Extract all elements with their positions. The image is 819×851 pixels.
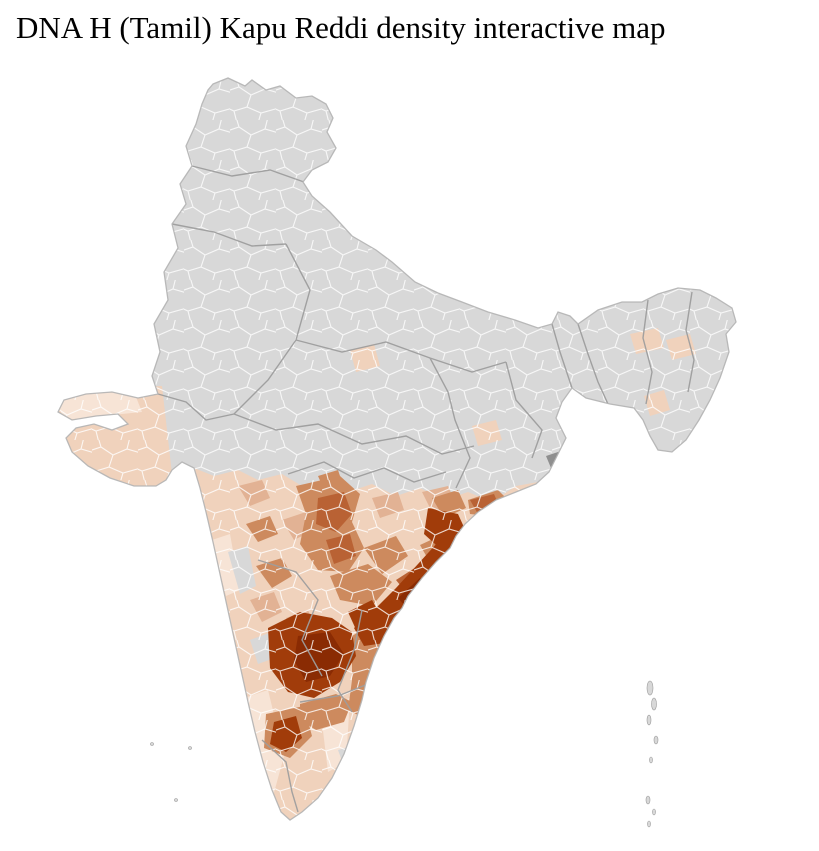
- island[interactable]: [174, 798, 178, 802]
- state-border-line: [191, 165, 305, 183]
- state-border-line: [233, 413, 475, 455]
- state-border-line: [429, 357, 471, 489]
- state-border-line: [577, 323, 609, 405]
- island[interactable]: [646, 714, 652, 726]
- state-border-line: [257, 559, 323, 677]
- state-border-line: [551, 323, 573, 389]
- lakshadweep-islands[interactable]: [150, 742, 192, 802]
- state-border-line: [295, 339, 507, 373]
- island[interactable]: [651, 697, 657, 711]
- state-border-line: [505, 361, 543, 459]
- island[interactable]: [647, 820, 651, 828]
- island[interactable]: [649, 756, 653, 764]
- page-title: DNA H (Tamil) Kapu Reddi density interac…: [16, 10, 666, 45]
- india-outline: [57, 77, 737, 821]
- state-border-line: [299, 683, 369, 703]
- island[interactable]: [150, 742, 154, 746]
- state-border-line: [157, 393, 235, 421]
- state-border-line: [685, 291, 695, 393]
- state-borders: [157, 165, 695, 813]
- island[interactable]: [646, 680, 654, 696]
- island[interactable]: [653, 735, 659, 745]
- state-border-line: [287, 461, 447, 483]
- island[interactable]: [652, 808, 656, 816]
- state-border-line: [337, 609, 363, 713]
- island[interactable]: [188, 746, 192, 750]
- state-border-line: [261, 739, 299, 813]
- state-border-line: [171, 223, 287, 247]
- island[interactable]: [645, 795, 651, 805]
- district-boundaries-overlay: [58, 78, 736, 820]
- andaman-nicobar-islands[interactable]: [645, 680, 659, 828]
- state-border-line: [642, 299, 653, 405]
